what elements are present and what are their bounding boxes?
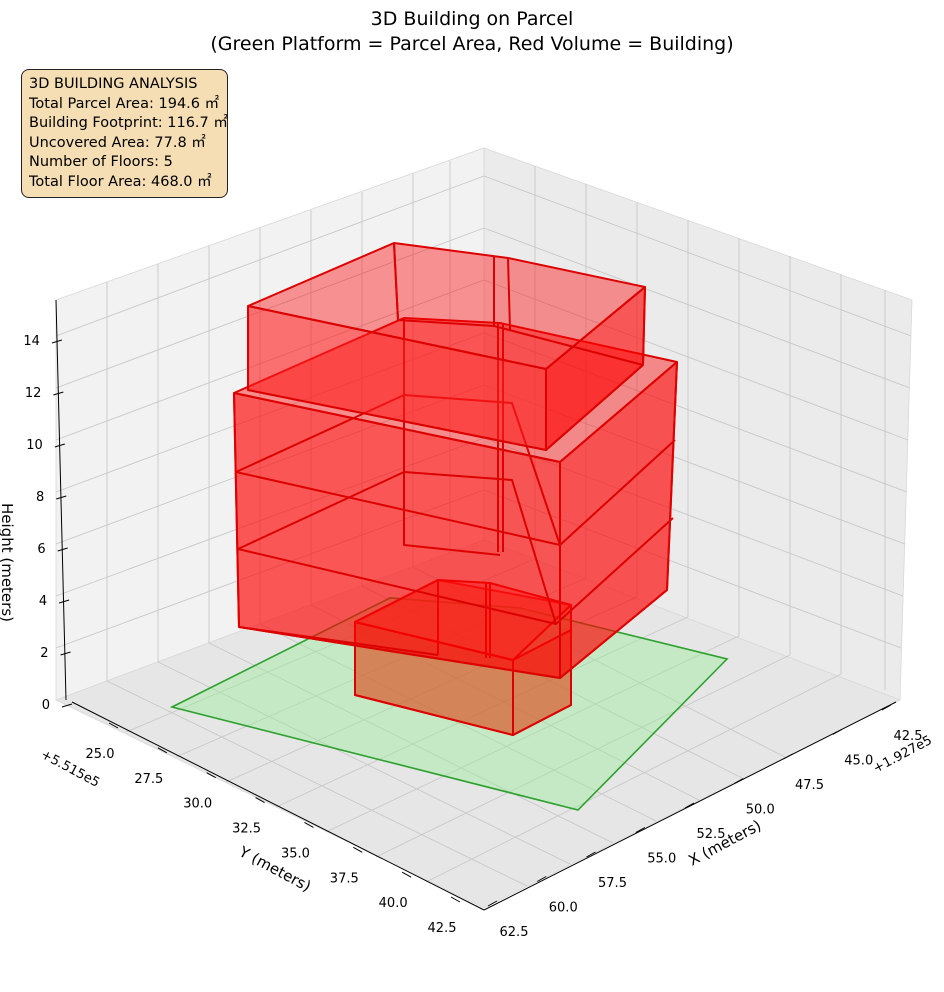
info-line: Number of Floors: 5 [29,154,173,170]
building-volume [233,242,678,736]
z-tick-mark [53,391,64,396]
z-tick-mark [54,443,65,448]
x-tick-label: 57.5 [598,876,627,891]
x-tick-mark [734,778,744,784]
chart-title: 3D Building on Parcel [370,8,574,30]
chart-subtitle: (Green Platform = Parcel Area, Red Volum… [210,33,734,55]
z-tick-label: 14 [23,334,40,349]
x-tick-mark [783,753,793,760]
x-tick-mark [635,827,645,833]
y-tick-label: 27.5 [134,772,163,787]
y-tick-label: 32.5 [232,822,261,837]
y-tick-mark [401,871,412,878]
info-box: 3D BUILDING ANALYSIS Total Parcel Area: … [21,69,228,198]
x-tick-mark [881,704,892,711]
y-tick-mark [304,821,314,828]
x-tick-label: 60.0 [549,901,578,916]
parcel-platform [169,597,729,811]
x-tick-label: 50.0 [746,803,775,818]
info-line: Building Footprint: 116.7 ㎡ [29,115,228,131]
x-tick-mark [832,729,842,735]
y-tick-label: 30.0 [183,797,212,812]
z-tick-label: 6 [37,542,45,557]
y-tick-mark [108,722,119,729]
z-tick-label: 8 [36,490,44,505]
y-tick-mark [206,772,216,779]
x-tick-label: 62.5 [500,925,529,940]
x-tick-mark [684,802,695,809]
z-tick-label: 4 [39,594,47,609]
z-axis-ticks: 0 2 4 6 8 10 12 14 [23,334,73,713]
x-tick-label: 42.5 [894,729,923,744]
y-axis-ticks: 25.0 27.5 30.0 32.5 35.0 37.5 40.0 42.5 [86,722,461,936]
info-line: Total Floor Area: 468.0 ㎡ [29,173,212,190]
x-tick-label: 47.5 [795,778,824,793]
z-tick-label: 2 [40,646,48,661]
y-tick-label: 37.5 [330,871,359,886]
y-tick-mark [450,896,461,903]
x-tick-mark [586,851,596,858]
z-tick-mark [58,599,70,604]
x-tick-label: 55.0 [647,852,676,867]
z-tick-label: 0 [42,698,50,713]
z-tick-mark [57,547,68,552]
info-heading: 3D BUILDING ANALYSIS [29,76,198,92]
grid-lines [55,161,912,887]
z-tick-mark [51,339,63,344]
z-axis-label: Height (meters) [0,503,16,622]
axis-lines [55,299,897,911]
x-tick-mark [537,876,547,882]
z-tick-mark [61,703,73,708]
y-tick-label: 40.0 [379,896,408,911]
z-tick-label: 12 [25,386,42,401]
y-tick-label: 35.0 [281,846,310,861]
x-tick-label: 52.5 [697,827,726,842]
y-tick-label: 25.0 [86,747,115,762]
z-tick-label: 10 [26,438,43,453]
y-tick-label: 42.5 [428,921,457,936]
x-axis-ticks: 42.5 45.0 47.5 50.0 52.5 55.0 57.5 60.0 62.5 [487,704,923,940]
z-tick-mark [60,651,71,656]
x-tick-label: 45.0 [844,754,873,769]
info-line: Uncovered Area: 77.8 ㎡ [29,134,206,151]
y-tick-mark [255,797,265,804]
z-tick-mark [56,495,67,500]
x-tick-mark [487,900,498,907]
y-tick-mark [157,747,168,754]
x-axis-label: X (meters) [685,816,764,869]
y-tick-mark [353,846,363,853]
info-line: Total Parcel Area: 194.6 ㎡ [29,95,220,112]
